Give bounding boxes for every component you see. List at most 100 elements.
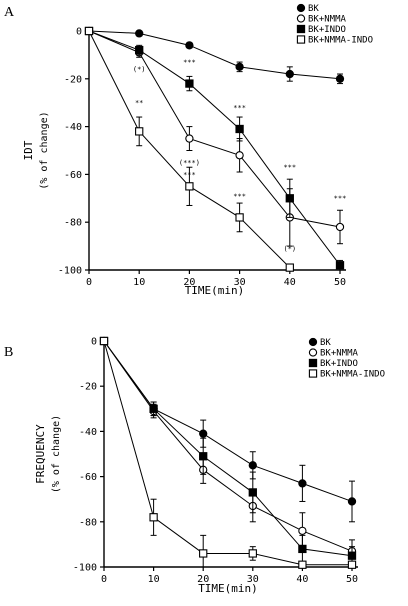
series-bk-nmma-indo <box>99 336 357 569</box>
x-tick-label: 0 <box>101 574 107 585</box>
data-point <box>298 479 307 488</box>
x-axis-label: TIME(min) <box>185 284 245 297</box>
data-point <box>248 461 257 470</box>
series-bk <box>99 336 357 523</box>
y-axis-sublabel: (% of change) <box>39 111 50 189</box>
data-point <box>99 336 109 346</box>
series-line <box>88 30 341 228</box>
legend-marker <box>296 14 306 23</box>
data-point <box>199 549 208 558</box>
data-point <box>235 213 244 222</box>
data-point <box>298 526 307 535</box>
y-tick-label: -20 <box>64 74 82 85</box>
data-point <box>347 551 357 560</box>
data-point <box>347 497 357 506</box>
y-tick-label: 0 <box>91 337 97 348</box>
data-point <box>135 127 144 136</box>
legend-entry: BK+NMMA <box>320 349 359 359</box>
legend-marker <box>296 24 306 34</box>
data-point <box>149 513 158 522</box>
data-point <box>84 26 94 36</box>
data-point <box>185 134 194 143</box>
significance-label: *** <box>233 104 246 112</box>
x-tick-label: 0 <box>86 277 92 288</box>
y-tick-label: -60 <box>64 170 82 181</box>
legend-entry: BK+NMMA <box>308 15 347 25</box>
legend-marker <box>308 358 318 368</box>
data-point <box>347 560 357 569</box>
series-line <box>103 340 352 566</box>
y-tick-label: -40 <box>64 122 82 133</box>
data-point <box>199 429 208 438</box>
y-axis-label: IDT <box>22 140 35 160</box>
significance-label: *** <box>233 192 246 200</box>
legend-entry: BK <box>308 4 319 14</box>
series-bk <box>84 26 345 85</box>
data-point <box>285 263 294 272</box>
x-tick-label: 10 <box>148 574 160 585</box>
chart-panel-b: B 0 -20 -40 -60 -80 -100 0 10 20 30 40 50 TIME(min) FR… <box>4 337 385 596</box>
legend-marker <box>296 3 306 13</box>
x-tick-label: 30 <box>247 574 259 585</box>
legend-marker <box>308 369 318 378</box>
data-point <box>235 151 244 160</box>
series-line <box>103 340 353 552</box>
series-bk-nmma <box>84 26 345 247</box>
series-line <box>103 340 353 557</box>
data-point <box>135 29 144 38</box>
significance-label: ** <box>135 99 143 107</box>
data-point <box>285 194 294 203</box>
legend-marker <box>296 35 306 44</box>
x-tick-label: 40 <box>284 277 296 288</box>
data-point <box>185 79 194 88</box>
data-point <box>185 182 194 191</box>
panel-label: A <box>4 5 15 20</box>
data-point <box>298 544 307 554</box>
legend-marker <box>308 337 318 347</box>
significance-label: *** <box>283 164 296 172</box>
y-tick-label: 0 <box>76 27 82 38</box>
data-point <box>135 45 144 55</box>
series-bk-nmma-indo <box>84 26 294 272</box>
series-line <box>88 30 341 80</box>
x-tick-label: 50 <box>346 574 358 585</box>
legend-entry: BK+NMMA-INDO <box>308 36 373 46</box>
x-tick-label: 40 <box>296 574 308 585</box>
x-axis-label: TIME(min) <box>198 582 258 595</box>
data-point <box>335 261 345 270</box>
panel-label: B <box>4 345 13 360</box>
x-tick-label: 20 <box>197 574 209 585</box>
legend-entry: BK+NMMA-INDO <box>320 370 385 380</box>
y-tick-label: -100 <box>73 563 97 574</box>
significance-label: (***) <box>179 159 200 167</box>
data-point <box>335 222 345 232</box>
legend-entry: BK <box>320 338 331 348</box>
legend-entry: BK+INDO <box>320 359 358 369</box>
data-point <box>149 404 158 413</box>
legend-entry: BK+INDO <box>308 25 346 35</box>
data-point <box>335 74 345 83</box>
data-point <box>248 549 257 558</box>
significance-label: *** <box>334 195 347 203</box>
data-point <box>185 41 194 50</box>
data-point <box>285 69 294 79</box>
data-point <box>199 452 208 461</box>
y-axis-label: FREQUENCY <box>34 424 47 484</box>
x-tick-label: 20 <box>183 277 195 288</box>
x-tick-label: 50 <box>334 277 346 288</box>
x-tick-label: 10 <box>133 277 145 288</box>
y-tick-label: -80 <box>79 517 97 528</box>
data-point <box>235 124 244 134</box>
y-axis-sublabel: (% of change) <box>51 415 62 493</box>
y-tick-label: -100 <box>58 266 82 277</box>
data-point <box>235 62 244 71</box>
series-bk-indo <box>99 336 357 566</box>
significance-label: *** <box>183 171 196 179</box>
significance-label: *** <box>183 58 196 66</box>
data-point <box>298 560 307 569</box>
chart-panel-a: A 0 -20 -40 -60 -80 -100 0 10 20 30 40 50 TIME(min) ID… <box>4 3 373 297</box>
series-bk-indo <box>84 26 345 271</box>
data-point <box>248 488 257 497</box>
y-tick-label: -60 <box>79 472 97 483</box>
